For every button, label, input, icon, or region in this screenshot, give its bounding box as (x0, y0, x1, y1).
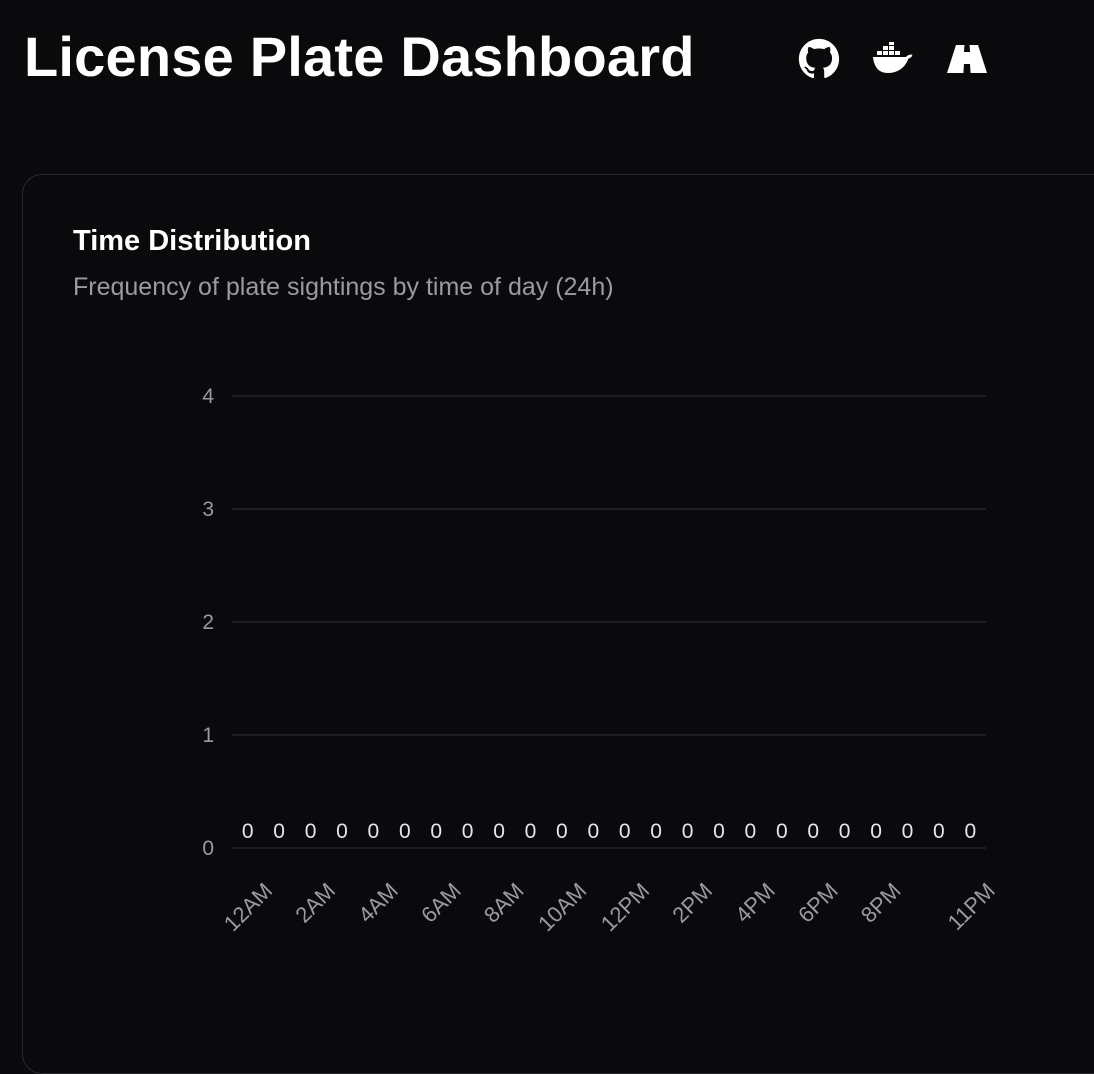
bar-data-label: 0 (713, 820, 725, 843)
bar-data-label: 0 (619, 820, 631, 843)
x-tick-label: 6PM (793, 878, 843, 928)
x-tick-label: 6AM (416, 878, 466, 928)
road-icon[interactable] (944, 36, 990, 82)
bar-data-label: 0 (807, 820, 819, 843)
card-subtitle: Frequency of plate sightings by time of … (73, 273, 614, 301)
y-tick-label: 0 (202, 837, 214, 860)
bar-data-label: 0 (305, 820, 317, 843)
page-title: License Plate Dashboard (24, 25, 695, 88)
bar-data-label: 0 (368, 820, 380, 843)
bar-data-label: 0 (587, 820, 599, 843)
x-tick-label: 8AM (479, 878, 529, 928)
y-tick-label: 2 (202, 611, 214, 634)
x-tick-label: 12AM (219, 878, 277, 936)
bar-data-label: 0 (399, 820, 411, 843)
bar-data-label: 0 (902, 820, 914, 843)
page-header: License Plate Dashboard (0, 0, 1094, 120)
bar-data-label: 0 (964, 820, 976, 843)
y-tick-label: 1 (202, 724, 214, 747)
bar-data-label: 0 (336, 820, 348, 843)
x-tick-label: 8PM (856, 878, 906, 928)
bar-data-label: 0 (839, 820, 851, 843)
bar-data-label: 0 (870, 820, 882, 843)
card-title: Time Distribution (73, 225, 311, 257)
bar-data-label: 0 (650, 820, 662, 843)
x-tick-label: 2AM (290, 878, 340, 928)
bar-data-label: 0 (493, 820, 505, 843)
bar-data-label: 0 (242, 820, 254, 843)
bar-data-label: 0 (745, 820, 757, 843)
bar-data-label: 0 (525, 820, 537, 843)
header-icon-links (796, 36, 990, 82)
x-tick-label: 4AM (353, 878, 403, 928)
bar-data-label: 0 (682, 820, 694, 843)
x-tick-label: 2PM (667, 878, 717, 928)
bar-data-label: 0 (462, 820, 474, 843)
bar-data-label: 0 (556, 820, 568, 843)
bar-data-label: 0 (933, 820, 945, 843)
bar-data-label: 0 (430, 820, 442, 843)
y-tick-label: 3 (202, 498, 214, 521)
x-tick-label: 4PM (730, 878, 780, 928)
x-tick-label: 12PM (596, 878, 654, 936)
github-icon[interactable] (796, 36, 842, 82)
bar-data-label: 0 (273, 820, 285, 843)
docker-icon[interactable] (870, 36, 916, 82)
x-tick-label: 11PM (943, 878, 1000, 935)
y-tick-label: 4 (202, 385, 214, 408)
bar-data-label: 0 (776, 820, 788, 843)
x-tick-label: 10AM (533, 878, 591, 936)
